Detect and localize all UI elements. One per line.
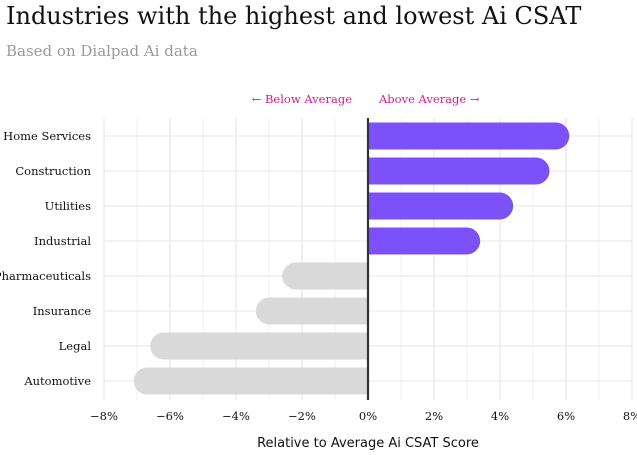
category-label: Legal xyxy=(59,339,92,353)
x-tick-label: −4% xyxy=(222,409,250,423)
category-label: Construction xyxy=(15,164,91,178)
category-label: Industrial xyxy=(34,234,91,248)
category-label: Home Services xyxy=(3,129,91,143)
x-tick-label: −6% xyxy=(156,409,184,423)
category-label: Utilities xyxy=(45,199,91,213)
bar-industrial xyxy=(368,227,481,255)
x-tick-label: 8% xyxy=(623,409,637,423)
bar-automotive xyxy=(133,367,368,395)
bar-legal xyxy=(150,332,368,360)
x-tick-label: 0% xyxy=(359,409,377,423)
chart-subtitle: Based on Dialpad Ai data xyxy=(6,42,198,60)
x-tick-label: 2% xyxy=(425,409,443,423)
category-label: Automotive xyxy=(23,374,91,388)
x-tick-label: −2% xyxy=(288,409,316,423)
bar-utilities xyxy=(368,192,514,220)
above-average-annotation: Above Average → xyxy=(378,92,480,106)
x-tick-label: −8% xyxy=(90,409,118,423)
x-tick-labels: −8% −6% −4% −2% 0% 2% 4% 6% 8% xyxy=(90,409,637,423)
bars xyxy=(133,122,570,395)
bar-insurance xyxy=(255,297,368,325)
bar-home-services xyxy=(368,122,570,150)
category-label: Pharmaceuticals xyxy=(0,269,91,283)
below-average-annotation: ← Below Average xyxy=(252,92,353,106)
bar-pharmaceuticals xyxy=(282,262,368,290)
x-axis-title: Relative to Average Ai CSAT Score xyxy=(257,436,479,451)
category-labels: Home Services Construction Utilities Indust… xyxy=(0,129,92,388)
x-tick-label: 6% xyxy=(557,409,575,423)
chart-title: Industries with the highest and lowest A… xyxy=(6,2,582,30)
bar-construction xyxy=(368,157,550,185)
category-label: Insurance xyxy=(33,304,91,318)
x-tick-label: 4% xyxy=(491,409,509,423)
